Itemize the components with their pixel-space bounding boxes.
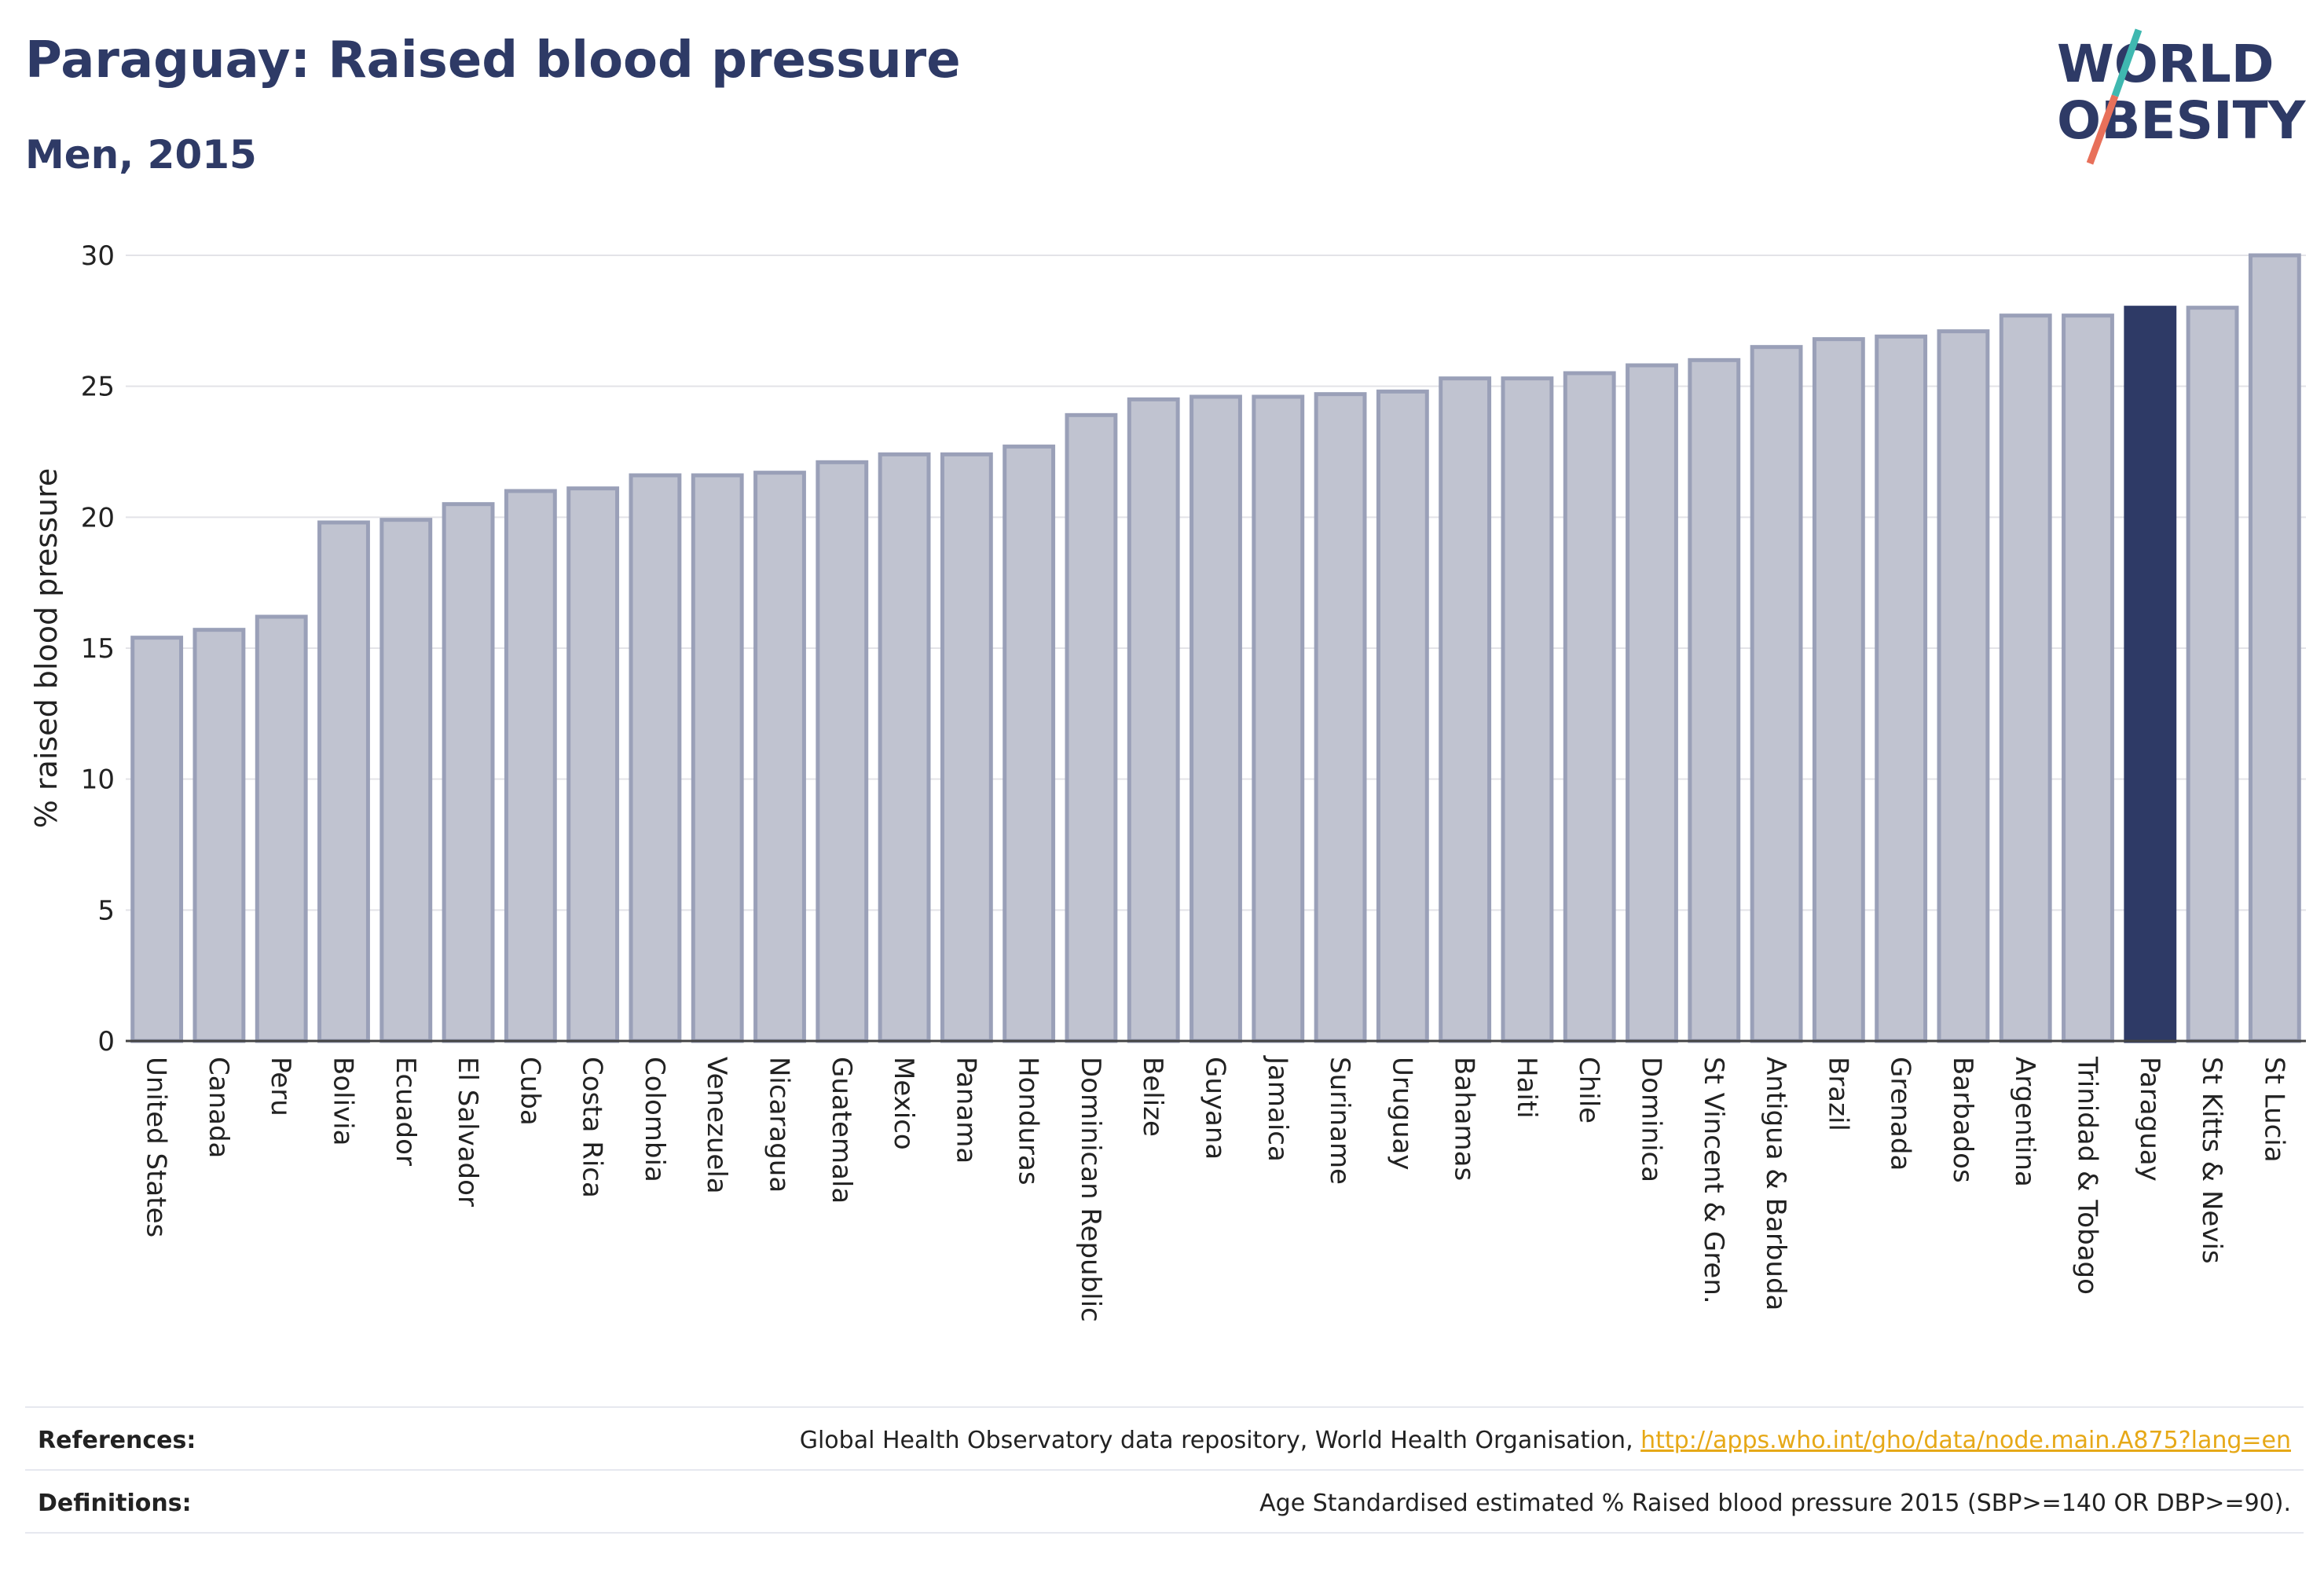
bar-colombia <box>629 473 682 1043</box>
bar-chile <box>1563 371 1616 1043</box>
x-tick-label: Trinidad & Tobago <box>2072 1056 2103 1295</box>
y-tick-label: 5 <box>97 895 115 926</box>
bar-bolivia <box>317 520 370 1043</box>
bar-dominica <box>1626 363 1678 1043</box>
logo-line1: WORLD <box>2057 34 2275 94</box>
x-tick-label: Jamaica <box>1262 1055 1293 1162</box>
bar-dominican-republic <box>1065 412 1118 1043</box>
x-tick-label: Belize <box>1137 1057 1168 1137</box>
bar-cuba <box>504 489 557 1043</box>
y-tick-label: 15 <box>81 633 115 665</box>
bar-haiti <box>1501 376 1554 1043</box>
bar-peru <box>255 614 308 1043</box>
bar-guyana <box>1189 394 1242 1043</box>
chart-subtitle: Men, 2015 <box>25 132 257 178</box>
bar-uruguay <box>1376 389 1429 1043</box>
bar-barbados <box>1937 329 1990 1043</box>
x-tick-label: Nicaragua <box>764 1057 795 1193</box>
bar-brazil <box>1812 337 1865 1043</box>
bar-el-salvador <box>442 502 495 1043</box>
x-tick-label: Uruguay <box>1386 1057 1417 1171</box>
bar-honduras <box>1003 444 1056 1043</box>
y-tick-label: 20 <box>81 502 115 533</box>
x-tick-label: El Salvador <box>452 1057 483 1207</box>
footer-bottom-divider <box>25 1532 2304 1535</box>
definitions-text: Age Standardised estimated % Raised bloo… <box>1259 1490 2291 1517</box>
bar-panama <box>940 452 993 1043</box>
x-tick-label: United States <box>141 1057 172 1237</box>
x-tick-label: St Lucia <box>2258 1057 2289 1163</box>
bar-st-kitts-nevis <box>2186 306 2239 1043</box>
x-tick-label: St Kitts & Nevis <box>2196 1057 2227 1264</box>
bar-trinidad-tobago <box>2062 313 2114 1043</box>
bar-st-lucia <box>2248 253 2301 1043</box>
bar-argentina <box>1999 313 2052 1043</box>
bar-paraguay <box>2124 306 2177 1043</box>
x-tick-label: Venezuela <box>701 1057 732 1194</box>
bar-ecuador <box>379 518 433 1043</box>
definitions-label: Definitions: <box>38 1490 192 1517</box>
bar-jamaica <box>1252 394 1305 1043</box>
x-tick-label: Brazil <box>1822 1057 1853 1131</box>
x-tick-label: Ecuador <box>390 1057 421 1166</box>
x-tick-label: Paraguay <box>2134 1057 2165 1182</box>
references-link[interactable]: http://apps.who.int/gho/data/node.main.A… <box>1640 1427 2291 1454</box>
bar-bahamas <box>1439 376 1492 1043</box>
x-tick-label: Grenada <box>1885 1057 1916 1171</box>
x-tick-label: Chile <box>1573 1057 1604 1123</box>
x-tick-label: Guyana <box>1200 1057 1231 1160</box>
bar-canada <box>192 628 246 1043</box>
bar-suriname <box>1314 392 1367 1043</box>
bar-mexico <box>878 452 931 1043</box>
references-value: Global Health Observatory data repositor… <box>800 1427 2291 1454</box>
bar-belize <box>1127 397 1180 1043</box>
bar-antigua-barbuda <box>1750 345 1803 1043</box>
x-tick-label: Cuba <box>514 1057 545 1126</box>
bar-nicaragua <box>753 471 806 1043</box>
logo-slash-teal <box>2111 28 2143 97</box>
x-tick-label: Haiti <box>1511 1057 1542 1119</box>
bar-guatemala <box>816 460 869 1043</box>
definitions-row: Definitions: Age Standardised estimated … <box>25 1469 2304 1534</box>
y-tick-label: 25 <box>81 372 115 403</box>
x-tick-label: Costa Rica <box>577 1057 608 1198</box>
x-tick-label: Canada <box>203 1057 234 1158</box>
bar-venezuela <box>691 473 744 1043</box>
x-tick-label: Antigua & Barbuda <box>1760 1057 1791 1310</box>
y-tick-label: 0 <box>97 1026 115 1057</box>
x-tick-label: Dominican Republic <box>1075 1057 1106 1322</box>
y-tick-label: 30 <box>81 240 115 272</box>
y-axis-title: % raised blood pressure <box>29 468 64 829</box>
references-text: Global Health Observatory data repositor… <box>799 1427 1641 1454</box>
y-tick-label: 10 <box>81 764 115 796</box>
x-tick-label: Colombia <box>639 1057 670 1182</box>
x-tick-label: Mexico <box>888 1057 919 1150</box>
bar-grenada <box>1875 334 1928 1043</box>
x-tick-label: Honduras <box>1013 1057 1044 1186</box>
x-tick-label: Bahamas <box>1449 1057 1480 1181</box>
x-tick-label: Argentina <box>2009 1057 2040 1187</box>
x-tick-label: Guatemala <box>826 1057 857 1204</box>
chart-title: Paraguay: Raised blood pressure <box>25 31 961 90</box>
x-tick-label: Bolivia <box>328 1057 359 1145</box>
references-label: References: <box>38 1427 196 1454</box>
logo-slash-coral <box>2086 94 2119 165</box>
x-tick-label: Dominica <box>1636 1057 1667 1182</box>
bar-costa-rica <box>566 486 620 1043</box>
bar-st-vincent-gren- <box>1688 357 1741 1043</box>
world-obesity-logo: WORLD OBESITY <box>2057 28 2307 165</box>
x-tick-label: Barbados <box>1947 1057 1978 1183</box>
bar-chart: 0 5 10 15 20 25 30 % raised blood pressure Unite… <box>29 240 2306 1322</box>
references-row: References: Global Health Observatory da… <box>25 1406 2304 1471</box>
x-tick-label: Suriname <box>1324 1057 1355 1185</box>
bar-united-states <box>130 636 184 1043</box>
x-tick-label: Panama <box>950 1057 981 1164</box>
x-tick-label: St Vincent & Gren. <box>1698 1057 1729 1304</box>
x-tick-label: Peru <box>265 1057 296 1116</box>
